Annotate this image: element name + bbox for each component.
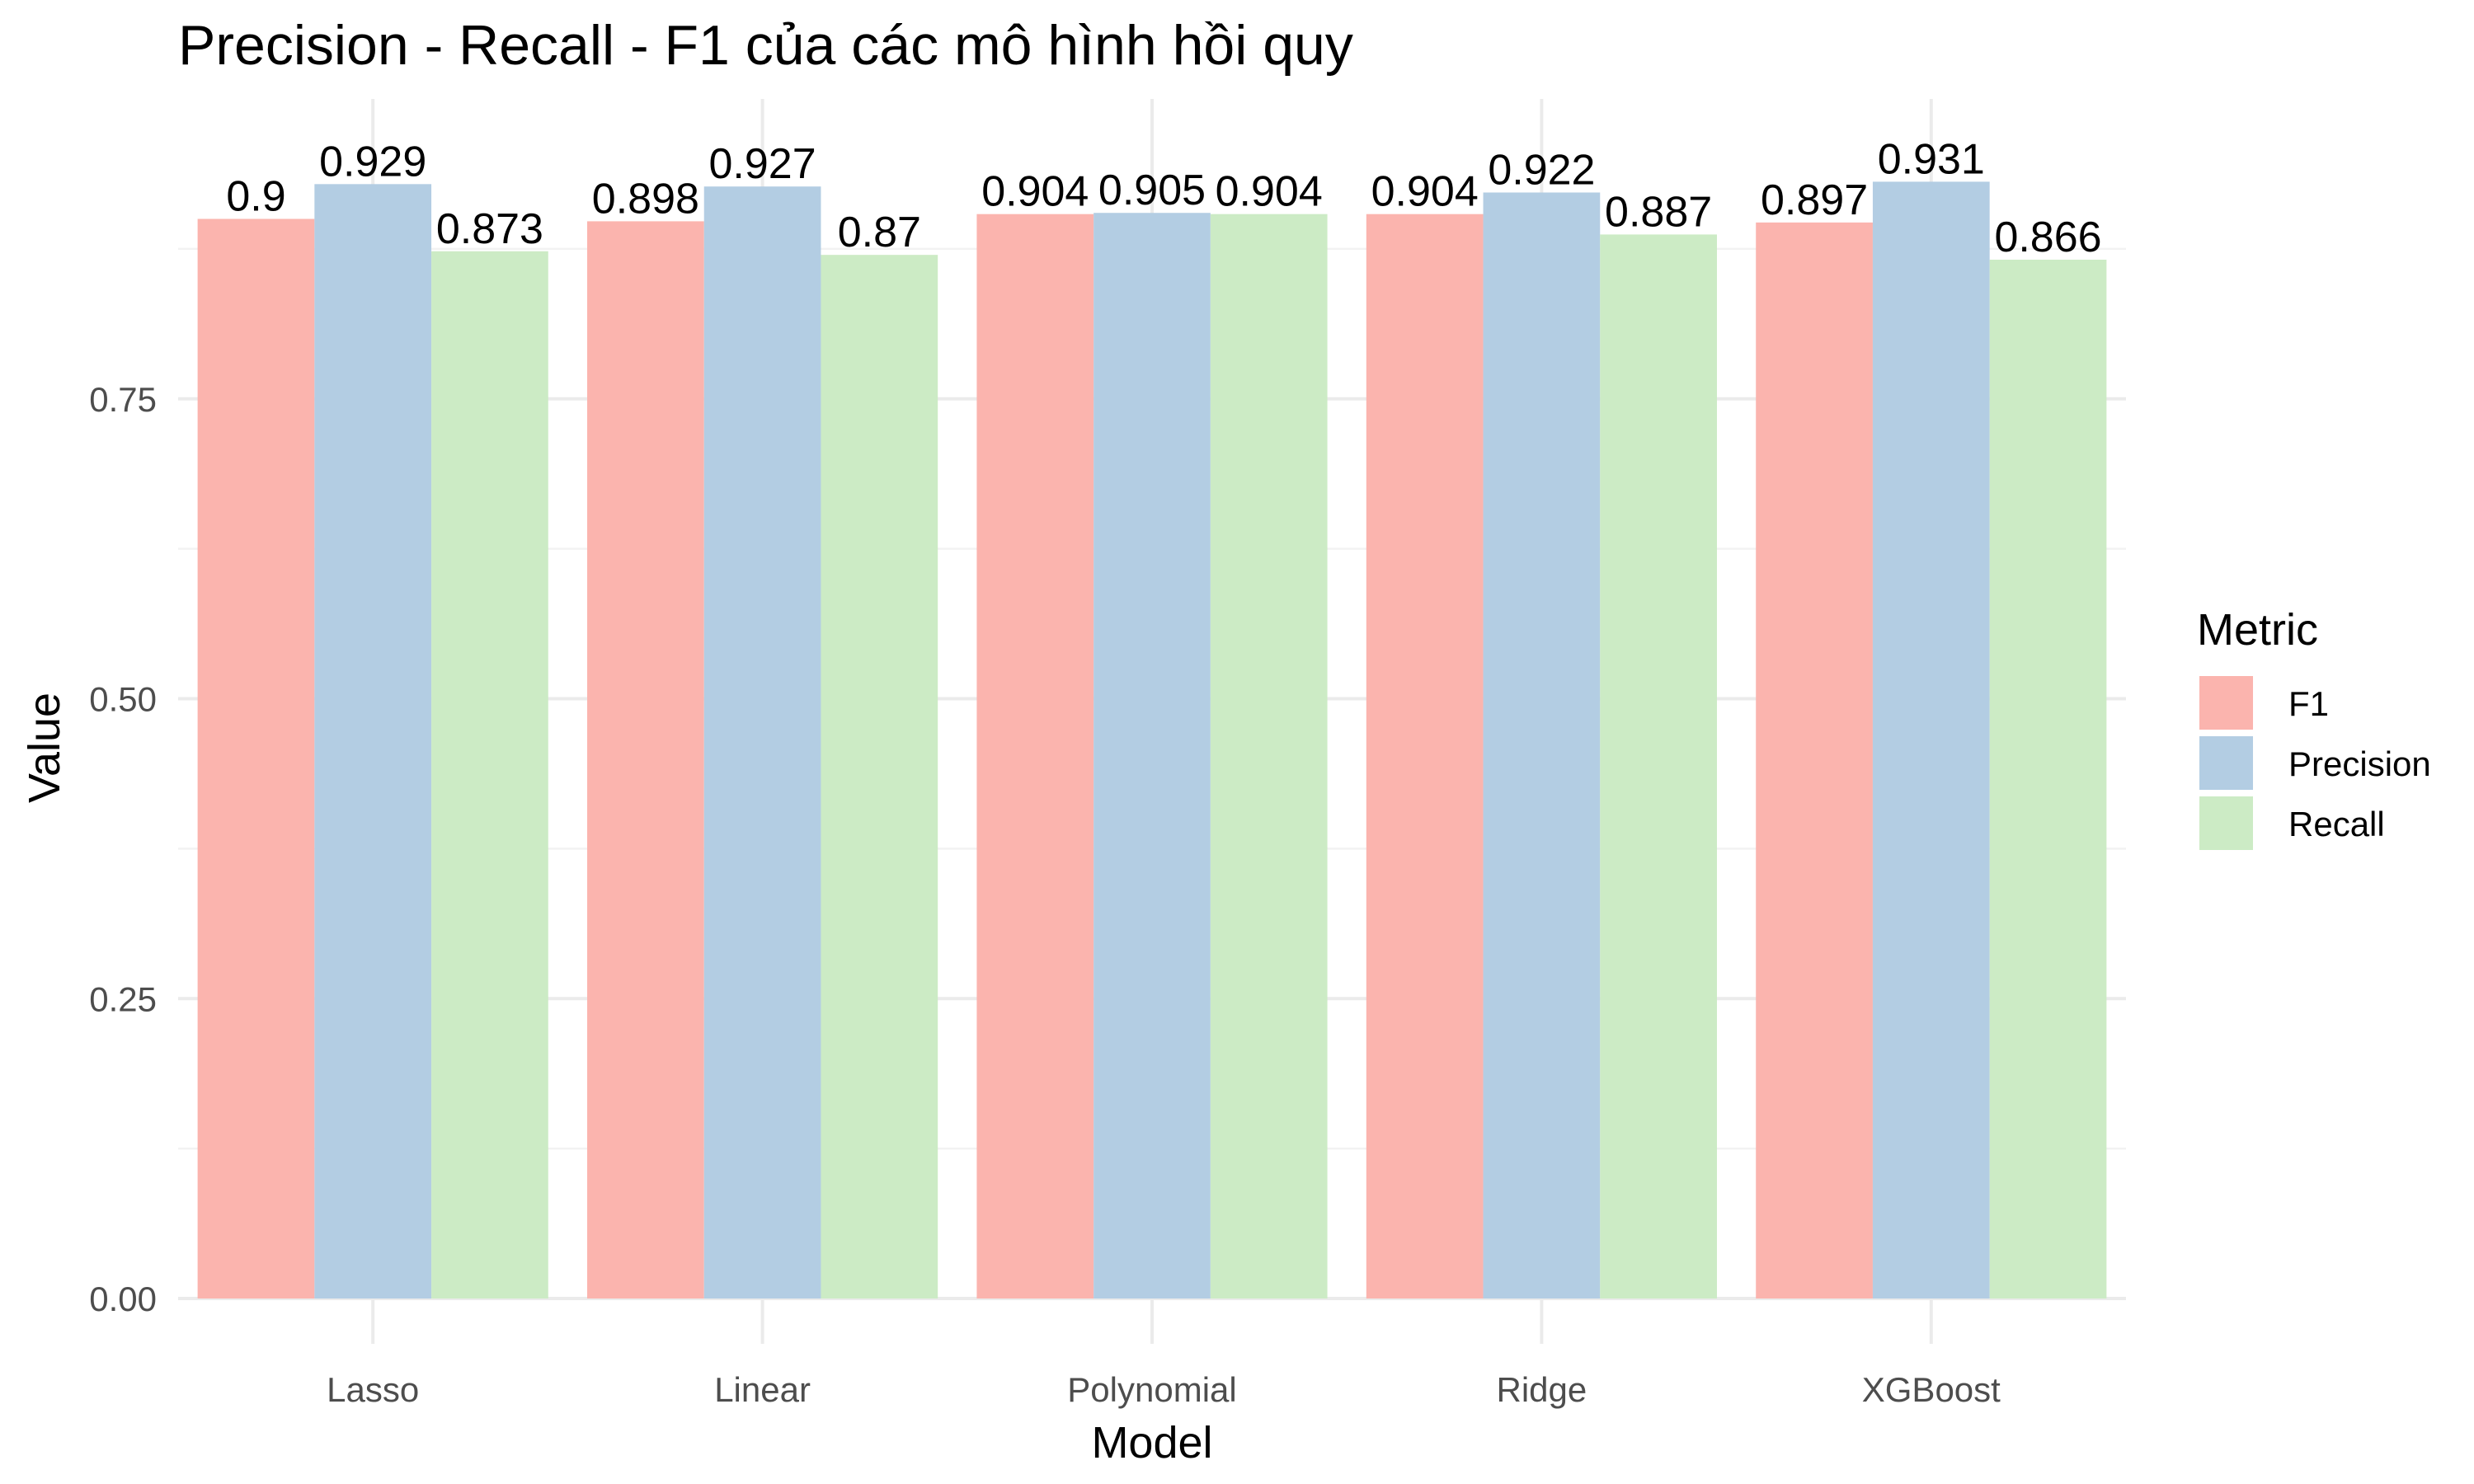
legend-label: F1	[2288, 684, 2329, 723]
y-tick-label: 0.25	[89, 979, 157, 1018]
data-label: 0.922	[1488, 146, 1595, 194]
bar-f1-lasso	[197, 218, 315, 1298]
axes: 0.00 0.25 0.50 0.75 Lasso Linear Polynomial Rid…	[89, 380, 2001, 1409]
data-label: 0.873	[436, 205, 543, 253]
bar-precision-ridge	[1483, 192, 1601, 1299]
bar-recall-linear	[821, 255, 938, 1298]
x-tick-label: Ridge	[1497, 1370, 1587, 1409]
chart-title: Precision - Recall - F1 của các mô hình …	[178, 14, 1353, 77]
bar-precision-linear	[703, 186, 821, 1299]
data-label: 0.931	[1878, 135, 1985, 183]
y-tick-label: 0.50	[89, 680, 157, 719]
legend-title: Metric	[2197, 605, 2318, 655]
bar-precision-polynomial	[1094, 213, 1211, 1299]
data-label: 0.897	[1761, 176, 1868, 224]
bar-precision-lasso	[314, 184, 432, 1299]
bar-f1-ridge	[1366, 214, 1484, 1299]
data-label: 0.904	[981, 168, 1089, 216]
bars	[197, 181, 2107, 1299]
y-axis-title: Value	[20, 693, 69, 803]
data-label: 0.898	[592, 175, 699, 223]
bar-f1-linear	[587, 221, 704, 1298]
bar-f1-polynomial	[976, 214, 1094, 1299]
x-tick-label: Polynomial	[1067, 1370, 1236, 1409]
bar-recall-polynomial	[1210, 214, 1328, 1299]
legend-key-precision	[2199, 736, 2253, 790]
data-label: 0.866	[1994, 214, 2101, 261]
data-label: 0.87	[838, 209, 921, 256]
bar-precision-xgboost	[1872, 181, 1990, 1298]
legend-key-f1	[2199, 676, 2253, 730]
bar-recall-xgboost	[1989, 259, 2107, 1299]
bar-recall-ridge	[1600, 234, 1717, 1298]
data-label: 0.9	[226, 173, 285, 221]
legend: Metric F1 Precision Recall	[2197, 605, 2431, 850]
x-tick-label: Linear	[714, 1370, 811, 1409]
bar-recall-lasso	[431, 251, 548, 1298]
data-label: 0.929	[319, 138, 426, 186]
y-tick-label: 0.75	[89, 380, 157, 419]
data-label: 0.887	[1605, 188, 1712, 236]
bar-f1-xgboost	[1756, 222, 1873, 1298]
y-tick-label: 0.00	[89, 1280, 157, 1318]
legend-label: Precision	[2288, 744, 2431, 783]
data-label: 0.904	[1371, 168, 1479, 216]
x-axis-title: Model	[1091, 1418, 1212, 1468]
data-label: 0.905	[1098, 167, 1206, 214]
x-tick-label: Lasso	[327, 1370, 419, 1409]
x-tick-label: XGBoost	[1862, 1370, 2001, 1409]
data-label: 0.904	[1216, 168, 1323, 216]
legend-key-recall	[2199, 796, 2253, 850]
data-label: 0.927	[709, 140, 816, 188]
legend-label: Recall	[2288, 805, 2385, 843]
